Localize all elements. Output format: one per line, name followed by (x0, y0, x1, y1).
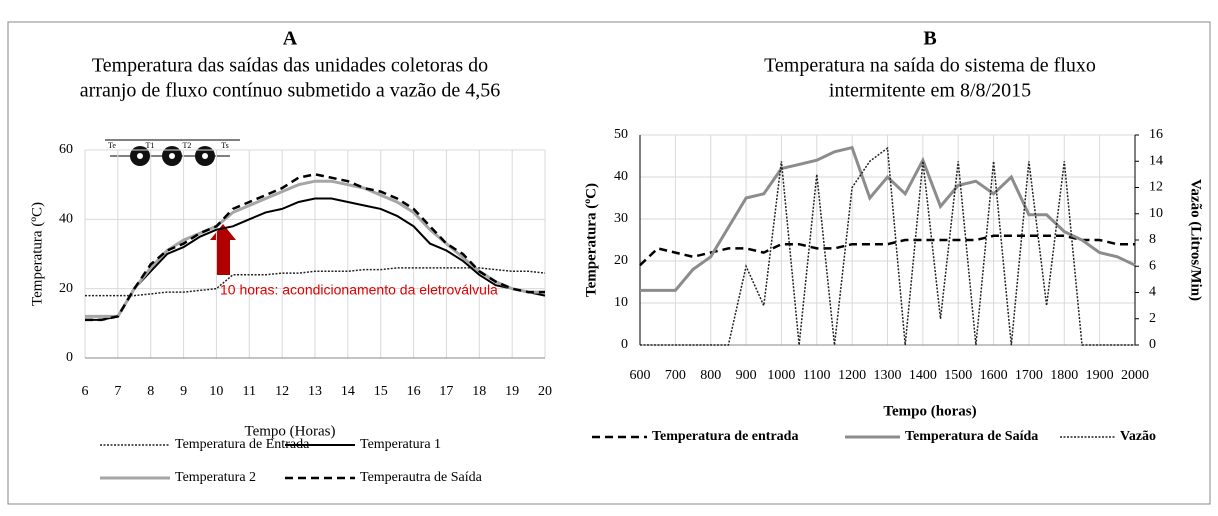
y2-axis-title: Vazão (Litros/Min) (1188, 179, 1204, 301)
x-tick-label: 1800 (1050, 368, 1078, 383)
x-tick-label: 16 (407, 384, 421, 399)
y-tick-label: 40 (59, 212, 73, 227)
legend-label: Temperatura 2 (175, 470, 256, 485)
x-tick-label: 14 (341, 384, 355, 399)
x-tick-label: 700 (665, 368, 686, 383)
x-tick-label: 1700 (1015, 368, 1043, 383)
frame (7, 21, 1211, 505)
x-tick-label: 1200 (838, 368, 866, 383)
y-tick-label: 30 (614, 211, 628, 226)
x-tick-label: 8 (147, 384, 154, 399)
y-tick-label: 50 (614, 127, 628, 142)
x-tick-label: 15 (374, 384, 388, 399)
y2-tick-label: 6 (1149, 258, 1156, 273)
y-tick-label: 0 (66, 350, 73, 365)
y2-tick-label: 12 (1149, 180, 1163, 195)
annotation: 10 horas: acondicionamento da eletroválv… (220, 282, 498, 298)
legend-label: Temperautra de Saída (360, 470, 483, 485)
chart-title: arranjo de fluxo contínuo submetido a va… (80, 80, 500, 102)
x-tick-label: 19 (505, 384, 519, 399)
x-tick-label: 900 (736, 368, 757, 383)
x-tick-label: 1900 (1086, 368, 1114, 383)
x-tick-label: 20 (538, 384, 552, 399)
y-tick-label: 40 (614, 169, 628, 184)
inset-label: Te (108, 141, 116, 150)
x-axis-title: Tempo (horas) (883, 403, 976, 419)
series-line (640, 145, 1136, 292)
chart-title: Temperatura das saídas das unidades cole… (92, 55, 488, 77)
y-tick-label: 0 (621, 337, 628, 352)
x-tick-label: 7 (114, 384, 121, 399)
panel-letter: B (923, 28, 936, 50)
x-tick-label: 1400 (909, 368, 937, 383)
y-tick-label: 60 (59, 142, 73, 157)
series-line (85, 173, 545, 322)
x-tick-label: 1300 (874, 368, 902, 383)
x-axis-title: Tempo (Horas) (244, 423, 335, 439)
inset-label: T1 (146, 141, 155, 150)
x-tick-label: 6 (82, 384, 89, 399)
panel-letter: A (283, 28, 298, 50)
y-tick-label: 20 (614, 253, 628, 268)
x-tick-label: 17 (439, 384, 453, 399)
inset-label: T2 (183, 141, 192, 150)
x-tick-label: 9 (180, 384, 187, 399)
legend-label: Temperatura de Saída (905, 429, 1038, 444)
x-tick-label: 18 (472, 384, 486, 399)
y-tick-label: 10 (614, 295, 628, 310)
y2-tick-label: 10 (1149, 206, 1163, 221)
series-line (640, 146, 1135, 346)
y2-tick-label: 14 (1149, 153, 1163, 168)
series-line (639, 234, 1135, 267)
x-tick-label: 800 (700, 368, 721, 383)
chart-title: Temperatura na saída do sistema de fluxo (764, 55, 1096, 77)
legend-label: Temperatura de entrada (652, 429, 798, 444)
y2-tick-label: 0 (1149, 337, 1156, 352)
series-line (85, 197, 546, 321)
series-line (85, 267, 546, 297)
x-tick-label: 1600 (980, 368, 1008, 383)
x-tick-label: 13 (308, 384, 322, 399)
x-tick-label: 12 (275, 384, 289, 399)
y2-tick-label: 4 (1149, 285, 1156, 300)
inset-diagram (105, 139, 240, 166)
x-tick-label: 600 (630, 368, 651, 383)
legend-label: Temperatura de Entrada (175, 437, 310, 452)
x-tick-label: 10 (209, 384, 223, 399)
chart-title: intermitente em 8/8/2015 (829, 80, 1031, 102)
x-tick-label: 11 (243, 384, 256, 399)
x-tick-label: 1000 (767, 368, 795, 383)
y2-tick-label: 8 (1149, 232, 1156, 247)
inset-label: Ts (221, 141, 228, 150)
y-axis-title: Temperatura (ºC) (583, 183, 599, 297)
y-tick-label: 20 (59, 281, 73, 296)
x-tick-label: 2000 (1121, 368, 1149, 383)
legend-label: Temperatura 1 (360, 437, 441, 452)
legend-label: Vazão (1120, 429, 1156, 444)
y-axis-title: Temperatura (ºC) (29, 202, 45, 306)
y2-tick-label: 2 (1149, 311, 1156, 326)
y2-tick-label: 16 (1149, 127, 1163, 142)
x-tick-label: 1100 (803, 368, 830, 383)
x-tick-label: 1500 (944, 368, 972, 383)
